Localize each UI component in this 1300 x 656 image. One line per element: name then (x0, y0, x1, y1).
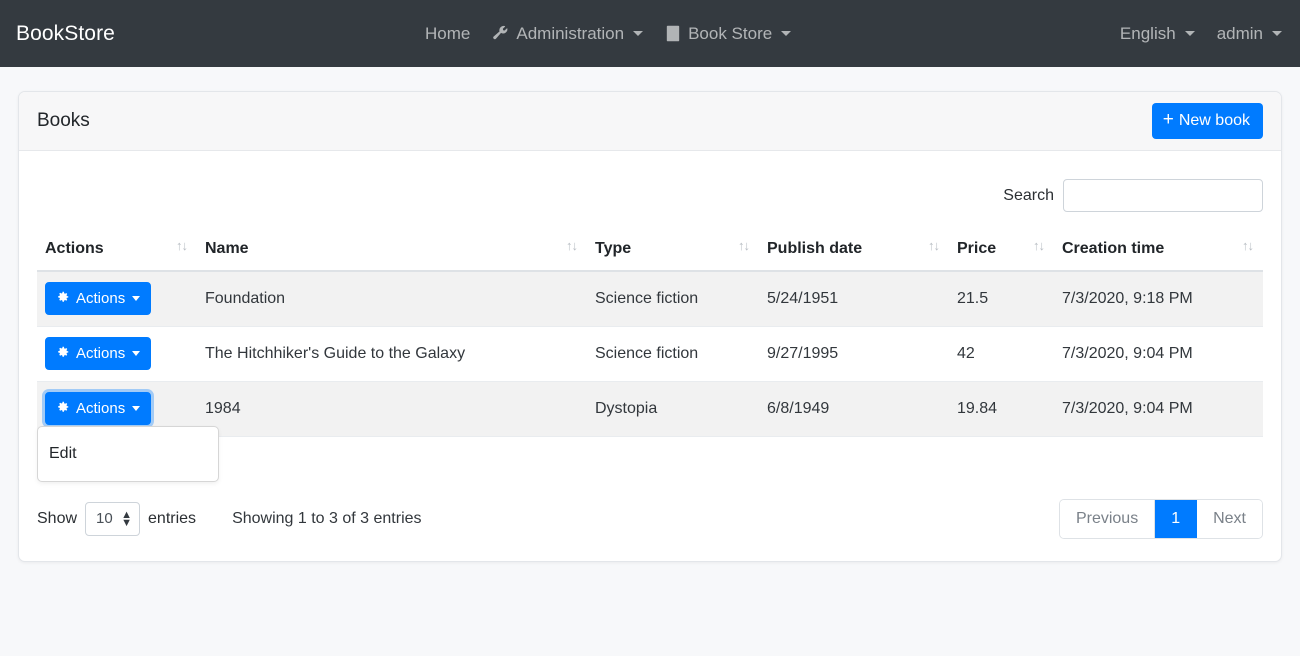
column-header-name-label: Name (205, 240, 249, 257)
row-cell-type: Dystopia (587, 381, 759, 437)
entries-label: entries (148, 509, 197, 527)
row-cell-publish-date: 9/27/1995 (759, 326, 949, 382)
row-cell-creation-time: 7/3/2020, 9:18 PM (1054, 271, 1263, 327)
sort-icon: ↑↓ (1242, 238, 1254, 253)
pagination-1[interactable]: 1 (1155, 499, 1198, 539)
page-length-group: Show 10 ▲ ▼ entries (37, 501, 197, 536)
chevron-down-icon (132, 296, 141, 302)
row-cell-creation-time: 7/3/2020, 9:04 PM (1054, 326, 1263, 382)
navbar-center-menu: Home Administration Book Store (425, 23, 792, 44)
row-actions-button-label: Actions (76, 290, 126, 308)
row-cell-type: Science fiction (587, 326, 759, 382)
nav-item-administration-label: Administration (516, 23, 625, 43)
row-cell-name: The Hitchhiker's Guide to the Galaxy (197, 326, 587, 382)
plus-icon: + (1162, 109, 1174, 130)
column-header-name[interactable]: Name ↑↓ (197, 230, 587, 272)
navbar-right-menu: English admin (1120, 24, 1282, 44)
pagination-previous[interactable]: Previous (1059, 499, 1156, 539)
gear-icon (56, 400, 70, 417)
row-cell-creation-time: 7/3/2020, 9:04 PM (1054, 381, 1263, 437)
sort-icon: ↑↓ (1033, 238, 1045, 253)
chevron-down-icon (132, 351, 141, 356)
sort-icon: ↑↓ (928, 238, 940, 253)
chevron-down-icon (1184, 31, 1195, 36)
table-head: Actions ↑↓ Name ↑↓ Type ↑↓ Publish dat (37, 230, 1263, 272)
user-menu-label: admin (1216, 23, 1263, 43)
books-table: Actions ↑↓ Name ↑↓ Type ↑↓ Publish dat (37, 230, 1263, 482)
search-input[interactable] (1063, 179, 1263, 212)
table-row: Actions Foundation Science fiction 5/24/195… (37, 271, 1263, 327)
column-header-actions-label: Actions (45, 240, 104, 257)
chevron-down-icon (132, 406, 141, 411)
row-actions-button[interactable]: Actions (45, 282, 152, 316)
row-actions-button-label: Actions (76, 400, 126, 417)
chevron-down-icon (633, 31, 644, 36)
sort-icon: ↑↓ (176, 238, 188, 253)
table-row: Actions Edit 1984 Dystopia 6/8/1949 19.84 7/3/… (37, 381, 1263, 482)
books-card: Books + New book Search Actions ↑↓ (18, 91, 1282, 563)
column-header-type[interactable]: Type ↑↓ (587, 230, 759, 272)
page-length-select[interactable]: 10 (85, 501, 141, 536)
table-header-row: Actions ↑↓ Name ↑↓ Type ↑↓ Publish dat (37, 230, 1263, 272)
top-navbar: BookStore Home Administration Book Store (0, 0, 1300, 67)
row-actions-dropdown: Edit (37, 425, 219, 482)
row-cell-type: Science fiction (587, 271, 759, 327)
column-header-price[interactable]: Price ↑↓ (949, 230, 1054, 272)
dropdown-item-edit[interactable]: Edit (49, 444, 77, 462)
table-info: Showing 1 to 3 of 3 entries (232, 509, 422, 527)
column-header-actions[interactable]: Actions ↑↓ (37, 230, 197, 272)
row-actions-button[interactable]: Actions (45, 392, 152, 425)
book-icon (665, 25, 681, 42)
gear-icon (56, 290, 70, 307)
page-container: Books + New book Search Actions ↑↓ (0, 67, 1300, 563)
chevron-down-icon (1272, 31, 1282, 36)
nav-item-home[interactable]: Home (425, 24, 470, 44)
row-actions-button[interactable]: Actions (45, 337, 152, 370)
card-body: Search Actions ↑↓ Name ↑↓ (19, 151, 1281, 561)
nav-item-book-store-label: Book Store (688, 23, 773, 43)
row-actions-cell: Actions (37, 326, 197, 382)
row-actions-cell: Actions Edit (37, 381, 219, 482)
row-cell-publish-date: 5/24/1951 (759, 271, 949, 327)
language-selector[interactable]: English (1120, 24, 1195, 44)
sort-icon: ↑↓ (566, 238, 578, 253)
row-cell-name: 1984 (197, 381, 587, 437)
wrench-icon (492, 25, 509, 42)
user-menu[interactable]: admin (1217, 24, 1282, 44)
nav-item-administration[interactable]: Administration (492, 23, 644, 44)
table-row: Actions The Hitchhiker's Guide to the Gal… (37, 326, 1263, 382)
page-title: Books (37, 110, 90, 131)
page-length-select-wrap: 10 ▲ ▼ (85, 501, 141, 536)
sort-icon: ↑↓ (738, 238, 750, 253)
search-row: Search (37, 165, 1263, 230)
column-header-creation-time[interactable]: Creation time ↑↓ (1054, 230, 1263, 272)
table-body: Actions Foundation Science fiction 5/24/195… (37, 271, 1263, 482)
row-actions-button-label: Actions (76, 345, 126, 362)
pagination-next[interactable]: Next (1197, 499, 1262, 539)
new-book-button[interactable]: + New book (1151, 103, 1263, 139)
card-header: Books + New book (19, 92, 1281, 151)
column-header-publish-date[interactable]: Publish date ↑↓ (759, 230, 949, 272)
table-footer: Show 10 ▲ ▼ entries Showing 1 to 3 of 3 e… (37, 437, 1263, 540)
row-cell-price: 21.5 (949, 271, 1054, 327)
new-book-button-label: New book (1178, 111, 1250, 129)
chevron-down-icon (781, 31, 792, 36)
row-cell-price: 42 (949, 326, 1054, 382)
nav-item-home-label: Home (425, 23, 471, 43)
show-label: Show (37, 509, 78, 527)
row-cell-price: 19.84 (949, 381, 1054, 437)
language-selector-label: English (1119, 23, 1176, 43)
search-label: Search (1003, 186, 1054, 204)
row-cell-publish-date: 6/8/1949 (759, 381, 949, 437)
gear-icon (56, 345, 70, 362)
column-header-publish-date-label: Publish date (767, 240, 863, 257)
column-header-type-label: Type (595, 240, 632, 257)
row-actions-cell: Actions (37, 271, 197, 327)
brand-logo[interactable]: BookStore (16, 21, 115, 45)
nav-item-book-store[interactable]: Book Store (665, 23, 792, 44)
column-header-creation-time-label: Creation time (1062, 240, 1165, 257)
column-header-price-label: Price (957, 240, 997, 257)
row-cell-name: Foundation (197, 271, 587, 327)
pagination: Previous 1 Next (1058, 498, 1263, 540)
